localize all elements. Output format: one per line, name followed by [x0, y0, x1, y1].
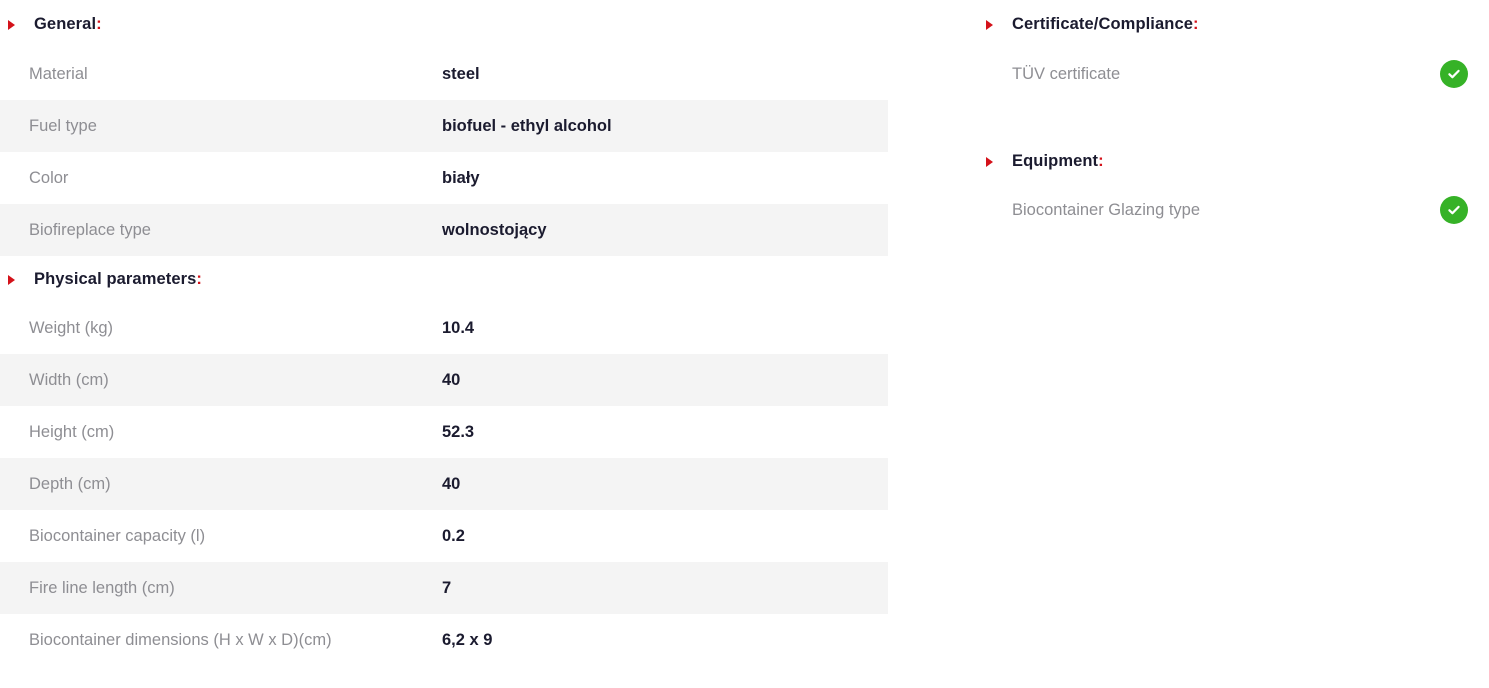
section-header-physical-parameters: Physical parameters:	[0, 256, 888, 302]
section-title-physical-parameters: Physical parameters:	[34, 270, 202, 289]
section-title-colon: :	[196, 269, 203, 288]
section-header-equipment: Equipment:	[978, 138, 1489, 184]
table-row: Biocontainer capacity (l) 0.2	[0, 510, 888, 562]
red-triangle-icon	[986, 155, 994, 167]
spec-label: Color	[29, 168, 69, 187]
table-row: Fire line length (cm) 7	[0, 562, 888, 614]
section-title-colon: :	[1098, 151, 1104, 170]
spec-label: Width (cm)	[29, 370, 109, 389]
table-row: Biocontainer dimensions (H x W x D)(cm) …	[0, 614, 888, 666]
table-row: Biocontainer Glazing type	[978, 184, 1489, 236]
spec-label: Fuel type	[29, 116, 97, 135]
red-triangle-icon	[986, 18, 994, 30]
spec-value: wolnostojący	[442, 220, 547, 239]
spec-label: Depth (cm)	[29, 474, 111, 493]
table-row: Height (cm) 52.3	[0, 406, 888, 458]
spec-value: biofuel - ethyl alcohol	[442, 116, 612, 135]
spec-label: Biofireplace type	[29, 220, 151, 239]
table-row: Depth (cm) 40	[0, 458, 888, 510]
spec-value: 7	[442, 578, 452, 597]
section-title-certificate-compliance: Certificate/Compliance:	[1012, 15, 1199, 34]
spec-value: 52.3	[442, 422, 475, 441]
section-title-text: Certificate/Compliance	[1012, 14, 1194, 33]
spec-value: 6,2 x 9	[442, 630, 493, 649]
red-triangle-icon	[8, 273, 16, 285]
table-row: Material steel	[0, 48, 888, 100]
section-title-text: Physical parameters	[34, 269, 197, 288]
spec-label: Weight (kg)	[29, 318, 114, 337]
specs-right-column: Certificate/Compliance: TÜV certificate …	[978, 0, 1489, 236]
green-check-icon	[1440, 60, 1468, 88]
spec-value: steel	[442, 64, 480, 83]
table-row: Width (cm) 40	[0, 354, 888, 406]
table-row: Weight (kg) 10.4	[0, 302, 888, 354]
spec-label: Material	[29, 64, 88, 83]
red-triangle-icon	[8, 18, 16, 30]
table-row: TÜV certificate	[978, 48, 1489, 100]
green-check-icon	[1440, 196, 1468, 224]
section-header-certificate-compliance: Certificate/Compliance:	[978, 0, 1489, 48]
table-row: Fuel type biofuel - ethyl alcohol	[0, 100, 888, 152]
spec-label: Biocontainer Glazing type	[1012, 200, 1201, 219]
table-row: Color biały	[0, 152, 888, 204]
spec-label: Fire line length (cm)	[29, 578, 175, 597]
section-title-text: General	[34, 14, 97, 33]
spec-label: Biocontainer dimensions (H x W x D)(cm)	[29, 630, 332, 649]
section-title-equipment: Equipment:	[1012, 152, 1104, 171]
spec-value: biały	[442, 168, 480, 187]
spec-value: 40	[442, 370, 461, 389]
section-title-text: Equipment	[1012, 151, 1099, 170]
section-header-general: General:	[0, 0, 888, 48]
table-row: Biofireplace type wolnostojący	[0, 204, 888, 256]
spec-label: TÜV certificate	[1012, 64, 1121, 83]
spec-value: 0.2	[442, 526, 465, 545]
spec-label: Biocontainer capacity (l)	[29, 526, 206, 545]
spec-value: 40	[442, 474, 461, 493]
spec-label: Height (cm)	[29, 422, 115, 441]
specs-left-column: General: Material steel Fuel type biofue…	[0, 0, 888, 666]
section-title-colon: :	[96, 14, 102, 33]
spec-value: 10.4	[442, 318, 475, 337]
section-title-colon: :	[1193, 14, 1199, 33]
section-title-general: General:	[34, 15, 102, 34]
